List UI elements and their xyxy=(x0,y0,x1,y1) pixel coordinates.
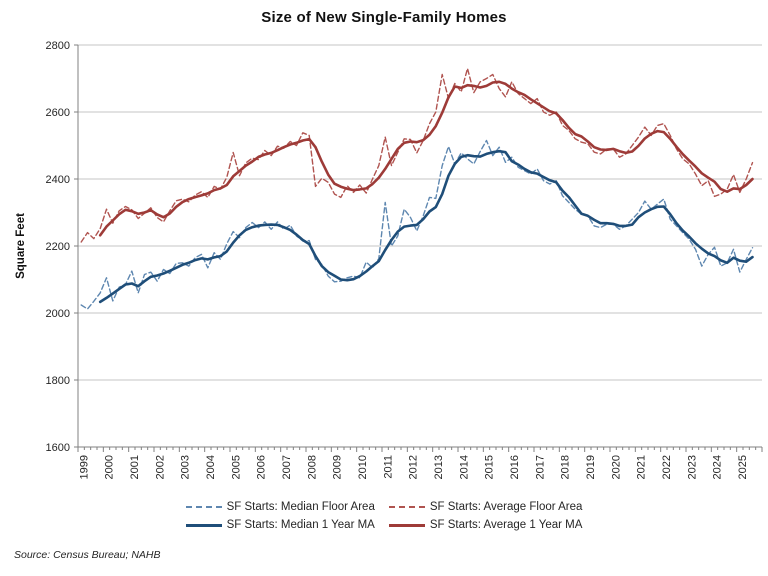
svg-text:2018: 2018 xyxy=(560,455,572,479)
svg-text:2006: 2006 xyxy=(256,455,268,479)
svg-text:1800: 1800 xyxy=(46,375,70,387)
svg-text:2015: 2015 xyxy=(484,455,496,479)
y-gridlines xyxy=(74,44,762,448)
svg-text:2000: 2000 xyxy=(46,308,70,320)
svg-text:2021: 2021 xyxy=(636,455,648,479)
svg-text:2014: 2014 xyxy=(458,455,470,479)
legend-label-average-1yr-ma: SF Starts: Average 1 Year MA xyxy=(429,519,583,531)
chart-title: Size of New Single-Family Homes xyxy=(261,9,507,26)
y-tick-labels: 1600 1800 2000 2200 2400 2600 2800 xyxy=(46,40,70,454)
legend-item-median-1yr-ma: SF Starts: Median 1 Year MA xyxy=(185,519,375,531)
legend-label-median-floor-area: SF Starts: Median Floor Area xyxy=(226,501,375,513)
svg-text:2023: 2023 xyxy=(686,455,698,479)
legend-row-1: SF Starts: Median Floor Area SF Starts: … xyxy=(185,501,583,513)
svg-text:2800: 2800 xyxy=(46,40,70,52)
svg-text:2002: 2002 xyxy=(154,455,166,479)
svg-text:2011: 2011 xyxy=(382,455,394,479)
legend-label-median-1yr-ma: SF Starts: Median 1 Year MA xyxy=(226,519,375,531)
svg-text:2400: 2400 xyxy=(46,174,70,186)
plot-area: 1600 1800 2000 2200 2400 2600 2800 Square Feet 1… xyxy=(15,40,763,479)
legend-item-average-floor-area: SF Starts: Average Floor Area xyxy=(388,501,583,513)
svg-text:2005: 2005 xyxy=(230,455,242,479)
legend-row-2: SF Starts: Median 1 Year MA SF Starts: A… xyxy=(185,519,583,531)
svg-text:2022: 2022 xyxy=(661,455,673,479)
svg-text:2010: 2010 xyxy=(357,455,369,479)
svg-text:2025: 2025 xyxy=(737,455,749,479)
y-axis-title: Square Feet xyxy=(15,213,27,279)
legend-line-median-1yr-ma-icon xyxy=(185,523,222,527)
svg-text:2004: 2004 xyxy=(205,455,217,479)
legend-line-average-1yr-ma-icon xyxy=(388,523,425,527)
svg-text:2013: 2013 xyxy=(433,455,445,479)
svg-text:2012: 2012 xyxy=(408,455,420,479)
svg-text:2008: 2008 xyxy=(306,455,318,479)
svg-text:2600: 2600 xyxy=(46,107,70,119)
legend-item-average-1yr-ma: SF Starts: Average 1 Year MA xyxy=(388,519,583,531)
svg-text:2000: 2000 xyxy=(104,455,116,479)
series-sf-starts-average-floor-area xyxy=(80,67,754,243)
svg-text:2200: 2200 xyxy=(46,241,70,253)
legend-label-average-floor-area: SF Starts: Average Floor Area xyxy=(429,501,583,513)
legend-line-average-floor-area-icon xyxy=(388,506,425,508)
x-axis-ticks xyxy=(77,447,763,452)
svg-text:2003: 2003 xyxy=(180,455,192,479)
svg-text:2009: 2009 xyxy=(332,455,344,479)
svg-text:2016: 2016 xyxy=(509,455,521,479)
svg-text:2019: 2019 xyxy=(585,455,597,479)
svg-text:2007: 2007 xyxy=(281,455,293,479)
svg-text:2024: 2024 xyxy=(712,455,724,479)
legend-line-median-floor-area-icon xyxy=(185,506,222,508)
series-sf-starts-median-1-year-ma xyxy=(98,149,754,304)
svg-text:2001: 2001 xyxy=(129,455,141,479)
x-tick-labels: 1999 2000 2001 2002 2003 2004 2005 2006 2007 2008… xyxy=(78,455,749,479)
series-sf-starts-average-1-year-ma xyxy=(98,80,754,237)
chart-legend: SF Starts: Median Floor Area SF Starts: … xyxy=(0,501,768,531)
svg-text:1600: 1600 xyxy=(46,442,70,454)
source-note: Source: Census Bureau; NAHB xyxy=(14,549,161,561)
svg-text:2020: 2020 xyxy=(610,455,622,479)
svg-text:1999: 1999 xyxy=(78,455,90,479)
legend-item-median-floor-area: SF Starts: Median Floor Area xyxy=(185,501,375,513)
svg-text:2017: 2017 xyxy=(534,455,546,479)
